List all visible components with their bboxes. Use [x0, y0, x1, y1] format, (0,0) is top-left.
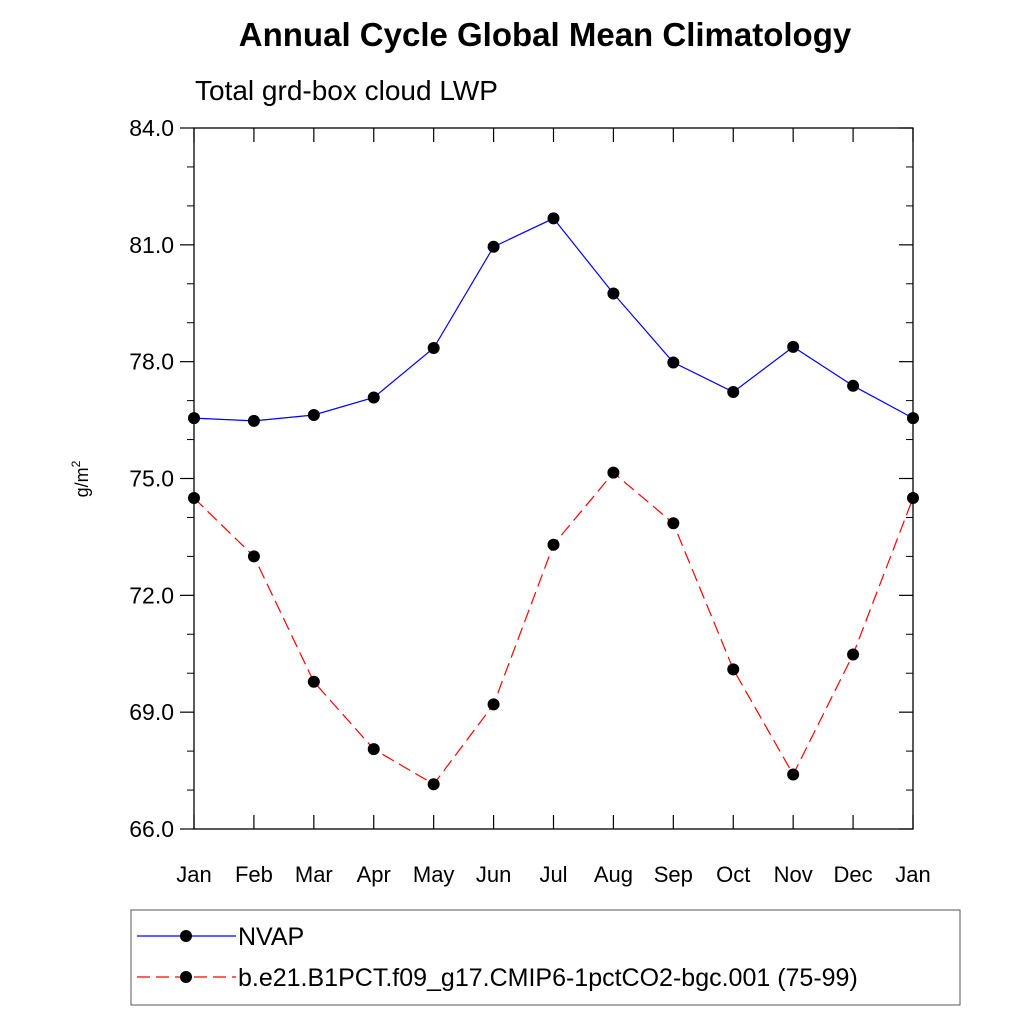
- data-point: [547, 212, 560, 225]
- data-point: [907, 491, 919, 504]
- data-point: [188, 491, 200, 504]
- x-tick-label: Jul: [539, 862, 567, 887]
- x-tick-label: Jun: [476, 862, 511, 887]
- x-tick-label: Apr: [357, 862, 391, 887]
- legend-label-1: NVAP: [238, 923, 304, 951]
- tick-labels: Jan Feb Mar Apr May Jun Jul Aug Sep Oct Nov Dec Jan6…: [129, 115, 931, 887]
- x-tick-label: Aug: [594, 862, 633, 887]
- x-tick-label: Nov: [774, 862, 813, 887]
- chart-title: Annual Cycle Global Mean Climatology: [239, 16, 852, 53]
- data-point: [607, 466, 620, 479]
- data-point: [188, 412, 200, 425]
- data-point: [847, 379, 860, 392]
- series-points: [188, 212, 919, 791]
- data-point: [727, 386, 740, 399]
- data-point: [367, 391, 380, 404]
- data-point: [787, 768, 800, 781]
- chart-subtitle: Total grd-box cloud LWP: [195, 75, 498, 106]
- x-tick-label: Feb: [235, 862, 273, 887]
- data-point: [667, 356, 680, 369]
- y-tick-label: 84.0: [129, 115, 174, 141]
- legend-marker: [180, 971, 192, 983]
- x-tick-label: May: [413, 862, 455, 887]
- data-point: [907, 412, 919, 425]
- data-point: [307, 409, 320, 422]
- legend-label-2: b.e21.B1PCT.f09_g17.CMIP6-1pctCO2-bgc.00…: [238, 964, 858, 992]
- data-point: [487, 240, 500, 253]
- x-tick-label: Oct: [716, 862, 750, 887]
- data-point: [787, 340, 800, 353]
- data-point: [847, 648, 860, 661]
- y-axis-label: g/m2: [69, 460, 92, 497]
- series-line-2: [193, 471, 914, 785]
- svg-text:g/m2: g/m2: [69, 460, 92, 497]
- data-point: [247, 550, 260, 563]
- plot-frame: [193, 127, 914, 830]
- y-axis-label-superscript: 2: [69, 460, 83, 467]
- data-point: [247, 414, 260, 427]
- data-point: [487, 698, 500, 711]
- y-tick-label: 81.0: [129, 232, 174, 258]
- data-point: [367, 743, 380, 756]
- data-point: [607, 287, 620, 300]
- data-point: [427, 778, 440, 791]
- x-tick-label: Jan: [895, 862, 930, 887]
- x-tick-label: Mar: [295, 862, 333, 887]
- legend: NVAP b.e21.B1PCT.f09_g17.CMIP6-1pctCO2-bg…: [137, 923, 858, 992]
- x-tick-label: Dec: [834, 862, 873, 887]
- y-tick-label: 78.0: [129, 349, 174, 375]
- x-tick-label: Jan: [176, 862, 211, 887]
- y-tick-label: 66.0: [129, 816, 174, 842]
- y-tick-label: 72.0: [129, 582, 174, 608]
- x-tick-label: Sep: [654, 862, 693, 887]
- data-point: [427, 342, 440, 355]
- legend-marker: [180, 930, 192, 942]
- data-point: [727, 663, 740, 676]
- series-line-1: [193, 217, 914, 422]
- y-axis-label-text: g/m: [72, 467, 92, 497]
- data-point: [307, 675, 320, 688]
- series-lines: [193, 217, 914, 785]
- y-tick-label: 69.0: [129, 699, 174, 725]
- data-point: [667, 517, 680, 530]
- legend-box: [130, 909, 961, 1006]
- data-point: [547, 538, 560, 551]
- axis-ticks: [180, 127, 914, 830]
- y-tick-label: 75.0: [129, 466, 174, 492]
